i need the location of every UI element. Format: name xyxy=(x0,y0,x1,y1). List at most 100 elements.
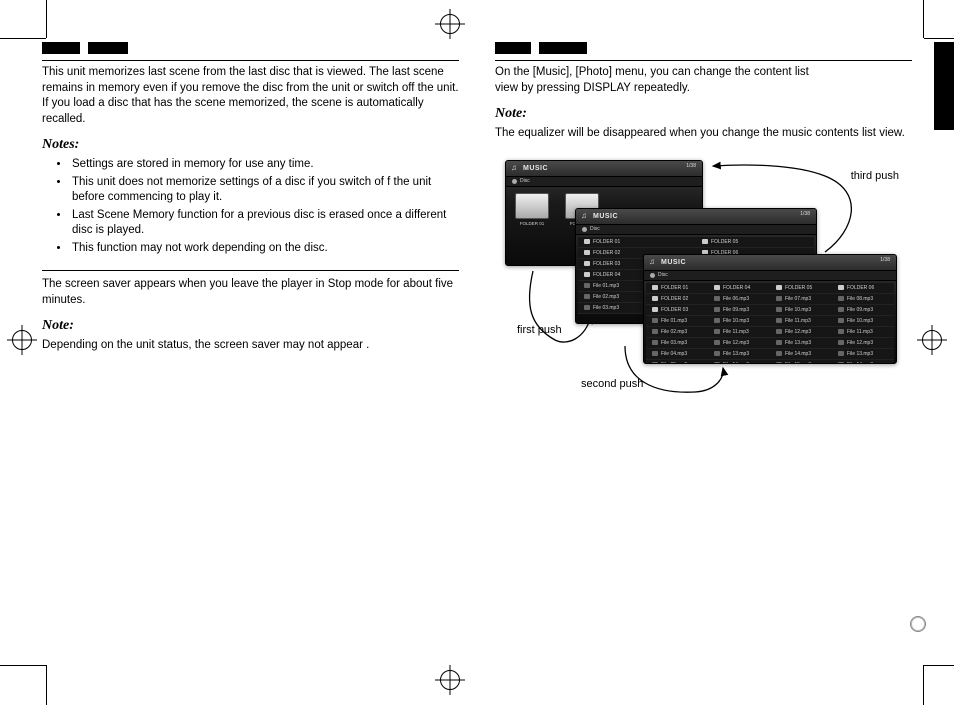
panel-header: MUSIC xyxy=(506,161,702,177)
row-label: FOLDER 01 xyxy=(593,239,620,245)
note-heading: Note: xyxy=(42,318,459,334)
note-item: Last Scene Memory function for a previou… xyxy=(70,208,459,239)
file-icon xyxy=(838,307,844,312)
file-row: File 14.mp3 xyxy=(708,360,770,364)
file-row: File 12.mp3 xyxy=(708,338,770,349)
panel-title: MUSIC xyxy=(661,259,686,266)
page-ornament-icon xyxy=(910,616,926,632)
file-icon xyxy=(652,318,658,323)
file-icon xyxy=(776,351,782,356)
heading-block xyxy=(495,42,531,54)
file-icon xyxy=(838,362,844,364)
heading-block xyxy=(539,42,587,54)
row-label: File 10.mp3 xyxy=(847,318,873,324)
file-row: File 13.mp3 xyxy=(708,349,770,360)
row-label: FOLDER 04 xyxy=(723,285,750,291)
compact-column: FOLDER 05File 07.mp3File 10.mp3File 11.m… xyxy=(770,283,832,364)
music-icon xyxy=(511,164,519,172)
note-item: Settings are stored in memory for use an… xyxy=(70,157,459,173)
section-heading xyxy=(42,42,459,54)
section-tab xyxy=(934,42,954,130)
notes-heading: Notes: xyxy=(42,137,459,153)
row-label: FOLDER 02 xyxy=(593,250,620,256)
music-panel-compact: 1/38 MUSIC Disc FOLDER 01FOLDER 02FOLDER… xyxy=(643,254,897,364)
file-icon xyxy=(652,351,658,356)
heading-block xyxy=(42,42,80,54)
notes-list: Settings are stored in memory for use an… xyxy=(42,157,459,256)
file-row: File 07.mp3 xyxy=(770,294,832,305)
page-indicator: 1/38 xyxy=(880,257,890,263)
file-icon xyxy=(714,351,720,356)
disc-icon xyxy=(582,227,587,232)
registration-target-icon xyxy=(922,330,942,350)
file-icon xyxy=(714,329,720,334)
file-icon xyxy=(714,318,720,323)
row-label: File 09.mp3 xyxy=(723,307,749,313)
file-icon xyxy=(838,296,844,301)
intro-text: This unit memorizes last scene from the … xyxy=(42,65,459,127)
file-row: File 06.mp3 xyxy=(708,294,770,305)
note-item: This function may not work depending on … xyxy=(70,241,459,257)
view-cycle-figure: third push first push second push 1/ xyxy=(495,156,895,416)
row-label: File 02.mp3 xyxy=(593,294,619,300)
row-label: File 02.mp3 xyxy=(661,329,687,335)
panel-sub-label: Disc xyxy=(658,272,668,278)
row-label: FOLDER 05 xyxy=(711,239,738,245)
row-label: File 09.mp3 xyxy=(847,307,873,313)
panel-title: MUSIC xyxy=(593,213,618,220)
file-row: File 10.mp3 xyxy=(832,316,894,327)
file-icon xyxy=(584,305,590,310)
row-label: File 10.mp3 xyxy=(723,318,749,324)
heading-block xyxy=(88,42,128,54)
file-icon xyxy=(776,296,782,301)
folder-row: FOLDER 06 xyxy=(832,283,894,294)
row-label: File 08.mp3 xyxy=(847,296,873,302)
compact-column: FOLDER 06 File 08.mp3 File 09.mp3 File 10.m… xyxy=(832,283,894,364)
note-text: The equalizer will be disappeared when y… xyxy=(495,126,912,142)
divider xyxy=(42,60,459,61)
row-label: File 12.mp3 xyxy=(723,340,749,346)
folder-icon xyxy=(584,272,590,277)
row-label: File 10.mp3 xyxy=(785,307,811,313)
row-label: File 11.mp3 xyxy=(785,318,811,324)
row-label: File 13.mp3 xyxy=(847,351,873,357)
panel-subheader: Disc xyxy=(506,177,702,187)
file-row: File 09.mp3 xyxy=(832,305,894,316)
file-icon xyxy=(776,329,782,334)
folder-icon xyxy=(584,250,590,255)
row-label: File 13.mp3 xyxy=(785,340,811,346)
file-row: File 11.mp3 xyxy=(770,316,832,327)
file-row: File 13.mp3 xyxy=(832,349,894,360)
compact-column: FOLDER 04 File 06.mp3 File 09.mp3 File 10.m… xyxy=(708,283,770,364)
file-icon xyxy=(838,340,844,345)
crop-mark xyxy=(923,665,924,705)
row-label: File 11.mp3 xyxy=(723,329,749,335)
panel-subheader: Disc xyxy=(576,225,816,235)
note-text: Depending on the unit status, the screen… xyxy=(42,338,459,354)
row-label: File 11.mp3 xyxy=(847,329,873,335)
row-label: File 14.mp3 xyxy=(847,362,873,364)
file-row: File 12.mp3 xyxy=(770,327,832,338)
page-indicator: 1/38 xyxy=(686,163,696,169)
row-label: FOLDER 04 xyxy=(593,272,620,278)
file-row: File 04.mp3 xyxy=(646,349,708,360)
file-icon xyxy=(838,329,844,334)
row-label: File 14.mp3 xyxy=(723,362,749,364)
file-row: File 10.mp3 xyxy=(708,316,770,327)
crop-mark xyxy=(46,665,47,705)
right-column: On the [Music], [Photo] menu, you can ch… xyxy=(495,42,912,662)
row-label: File 13.mp3 xyxy=(723,351,749,357)
row-label: FOLDER 03 xyxy=(661,307,688,313)
file-row: File 10.mp3 xyxy=(770,305,832,316)
row-label: File 05.mp3 xyxy=(661,362,687,364)
file-row: File 14.mp3 xyxy=(832,360,894,364)
row-label: File 12.mp3 xyxy=(785,329,811,335)
file-icon xyxy=(714,307,720,312)
folder-row: FOLDER 01 xyxy=(578,237,696,248)
file-icon xyxy=(652,340,658,345)
folder-row: FOLDER 04 xyxy=(708,283,770,294)
file-icon xyxy=(584,294,590,299)
row-label: File 12.mp3 xyxy=(847,340,873,346)
file-row: File 02.mp3 xyxy=(646,327,708,338)
left-column: This unit memorizes last scene from the … xyxy=(42,42,459,662)
